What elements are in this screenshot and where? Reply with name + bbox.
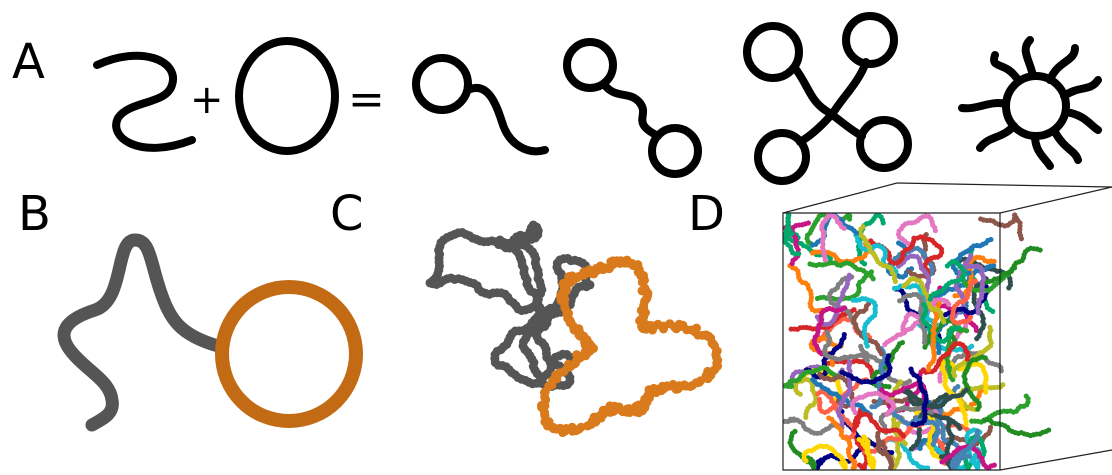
bead: [807, 261, 813, 267]
bead: [987, 324, 993, 330]
bead: [838, 460, 844, 466]
panel-c-simulation: [425, 220, 723, 438]
bead: [889, 449, 895, 456]
bead: [968, 252, 974, 259]
bead: [974, 336, 980, 342]
equals-sign: =: [348, 74, 385, 125]
bead: [908, 446, 914, 452]
bead: [691, 323, 701, 333]
bead: [969, 343, 975, 349]
bead: [1006, 285, 1012, 291]
ring-with-arms-icon: [958, 36, 1102, 170]
bead: [827, 256, 833, 262]
panel-b-schematic: [57, 233, 363, 432]
bead: [1000, 382, 1006, 388]
bead: [851, 427, 857, 433]
linear-chain-icon: [93, 51, 196, 152]
bead: [946, 301, 952, 307]
bead: [871, 398, 877, 405]
bead: [905, 388, 911, 394]
bead: [639, 275, 649, 285]
bead: [936, 300, 942, 307]
bead: [788, 326, 794, 332]
bead: [852, 459, 858, 465]
panel-label-a: A: [12, 34, 45, 90]
bead: [990, 308, 996, 314]
linear-arm-icon: [57, 233, 225, 432]
bead: [788, 383, 794, 390]
bead: [901, 283, 907, 289]
tadpole-icon: [412, 54, 549, 156]
panel-a-schematics: [93, 12, 1102, 185]
panel-label-d: D: [688, 186, 725, 242]
bead: [906, 378, 913, 384]
plus-sign: +: [190, 77, 224, 123]
bead: [963, 328, 970, 334]
bead: [710, 341, 720, 351]
ring-loop-icon: [215, 280, 363, 428]
ring-icon: [235, 37, 339, 155]
bead: [906, 268, 912, 275]
bead: [796, 251, 802, 257]
bead: [957, 425, 963, 431]
bead: [1046, 427, 1052, 433]
bead: [879, 439, 886, 445]
bead: [1037, 247, 1043, 253]
bead: [797, 391, 803, 397]
bead: [846, 359, 853, 365]
bead: [911, 235, 917, 241]
bead: [892, 278, 898, 285]
bead: [917, 445, 923, 452]
bead: [810, 376, 816, 383]
bead: [944, 263, 950, 269]
bead: [982, 355, 988, 361]
bead: [921, 339, 928, 346]
bead: [975, 428, 981, 434]
bead: [991, 462, 997, 468]
bead: [966, 270, 972, 276]
bead: [814, 314, 820, 320]
bead: [791, 416, 797, 422]
bead: [938, 454, 945, 460]
bead: [822, 257, 828, 263]
bead: [924, 465, 931, 471]
bead: [789, 260, 795, 267]
bead: [967, 314, 974, 320]
bead: [853, 230, 859, 236]
bead: [852, 409, 858, 416]
bead: [565, 352, 575, 362]
bead: [815, 391, 821, 397]
four-ring-star-icon: [743, 12, 912, 185]
bead: [861, 434, 867, 440]
bead: [963, 421, 969, 428]
bead: [956, 325, 962, 331]
bead: [920, 368, 926, 374]
bead: [839, 369, 845, 375]
bead: [850, 297, 856, 303]
bead: [897, 379, 904, 385]
panel-label-c: C: [330, 186, 364, 242]
bead: [914, 410, 920, 416]
melt-chains: [782, 212, 1052, 471]
bead: [880, 220, 886, 226]
simulation-box-edges: [782, 182, 1112, 471]
bead: [975, 310, 981, 316]
bead: [910, 421, 916, 427]
bead: [886, 384, 892, 390]
bead: [841, 331, 847, 338]
bead: [891, 285, 898, 291]
bead: [991, 258, 997, 264]
bead: [983, 389, 989, 395]
dumbbell-icon: [563, 38, 702, 178]
panel-label-b: B: [18, 186, 51, 242]
bead: [1018, 236, 1025, 242]
bead: [967, 462, 973, 468]
bead: [1023, 393, 1029, 399]
panel-d-melt: [782, 182, 1112, 471]
bead: [824, 329, 831, 335]
